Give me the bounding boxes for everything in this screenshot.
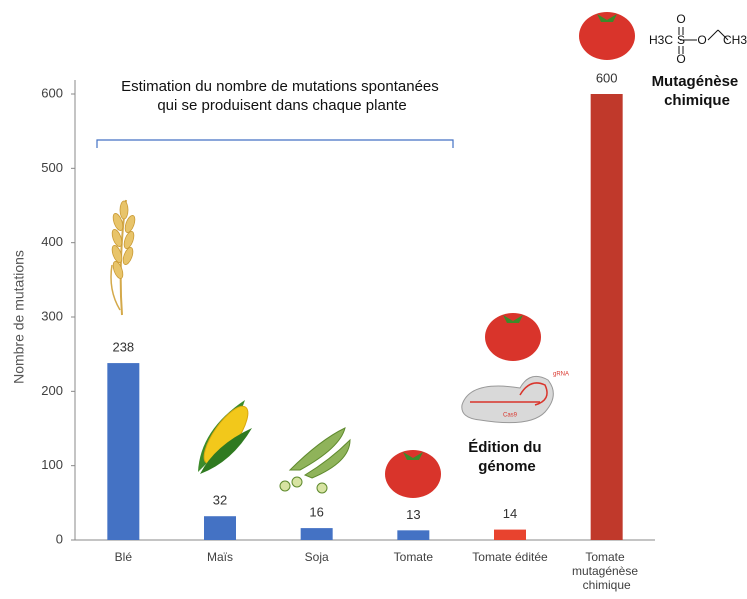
x-tick-label: Soja (305, 550, 329, 564)
formula-text: H3C (649, 33, 673, 47)
y-tick-label: 100 (41, 457, 63, 472)
corn-illustration (197, 400, 256, 474)
formula-text: O (697, 33, 706, 47)
formula-text: S (677, 33, 685, 47)
bar (107, 363, 139, 540)
bar (301, 528, 333, 540)
genome-editing-label: Édition du génome (468, 439, 545, 475)
soy-illustration (280, 428, 350, 493)
bracket-title: Estimation du nombre de mutations sponta… (121, 78, 443, 114)
y-tick-label: 0 (56, 531, 63, 546)
bar (494, 530, 526, 540)
value-label: 32 (213, 493, 227, 508)
y-tick-label: 300 (41, 308, 63, 323)
value-label: 13 (406, 507, 420, 522)
value-label: 14 (503, 506, 517, 521)
mutagenesis-label: Mutagénèse chimique (652, 73, 743, 109)
x-tick-label: Tomate mutagénèse chimique (572, 550, 641, 592)
y-tick-label: 200 (41, 383, 63, 398)
formula-text: CH3 (723, 33, 747, 47)
x-tick-label: Blé (115, 550, 133, 564)
value-label: 600 (596, 70, 618, 85)
chart: Nombre de mutations Estimation du nombre… (0, 0, 747, 599)
x-tick-label: Maïs (207, 550, 233, 564)
bar (397, 530, 429, 540)
y-tick-label: 500 (41, 160, 63, 175)
formula-text: O (676, 12, 685, 26)
x-tick-label: Tomate (394, 550, 434, 564)
bar (591, 94, 623, 540)
bar (204, 516, 236, 540)
cas9-label: Cas9 (503, 413, 518, 419)
y-tick-label: 600 (41, 85, 63, 100)
formula-text: O (676, 52, 685, 66)
x-tick-label: Tomate éditée (472, 550, 548, 564)
bracket (97, 140, 453, 148)
value-label: 16 (309, 505, 323, 520)
value-label: 238 (112, 340, 134, 355)
grna-label: gRNA (553, 372, 569, 378)
wheat-illustration (110, 200, 137, 315)
y-tick-label: 400 (41, 234, 63, 249)
y-axis-label: Nombre de mutations (11, 250, 27, 384)
